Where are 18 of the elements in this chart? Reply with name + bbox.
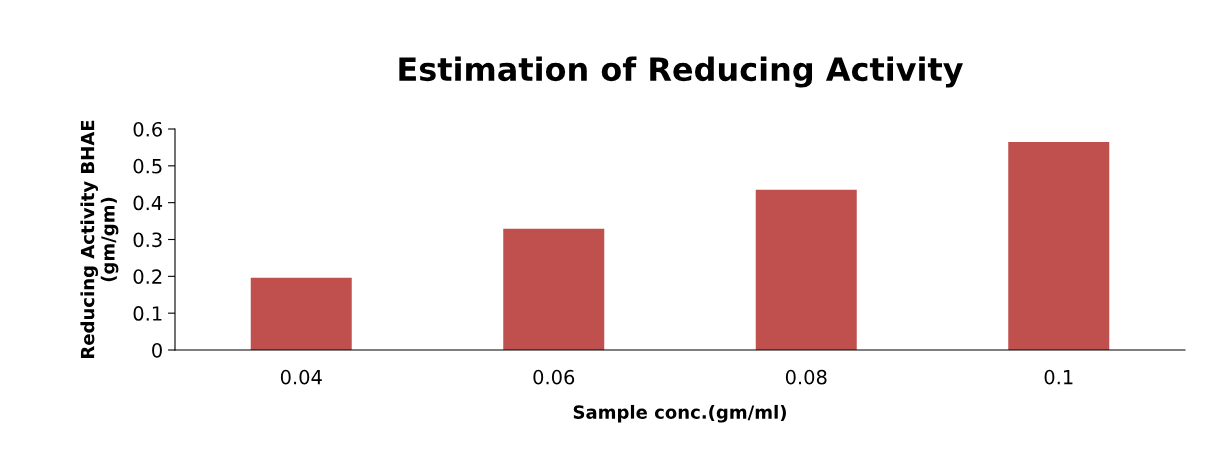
- y-tick-label: 0.5: [133, 158, 162, 174]
- y-tick-label: 0.1: [133, 306, 162, 321]
- y-axis-title: Reducing Activity BHAE (gm/gm): [80, 120, 119, 358]
- bar: [503, 228, 605, 350]
- x-tick-label: 0.06: [533, 369, 575, 385]
- x-tick-label: 0.08: [785, 369, 827, 385]
- x-tick-label: 0.1: [1044, 369, 1073, 385]
- y-tick-label: 0: [152, 342, 162, 358]
- y-tick-label: 0.4: [133, 195, 163, 211]
- y-tick-label: 0.6: [133, 121, 162, 137]
- y-tick-label: 0.3: [133, 232, 162, 248]
- bar: [1008, 141, 1110, 350]
- bar: [755, 189, 857, 350]
- y-tick-label: 0.2: [133, 269, 162, 284]
- chart-title: Estimation of Reducing Activity: [399, 56, 963, 88]
- x-axis-title: Sample conc.(gm/ml): [573, 404, 786, 423]
- bar: [250, 277, 352, 350]
- x-tick-label: 0.04: [280, 369, 322, 385]
